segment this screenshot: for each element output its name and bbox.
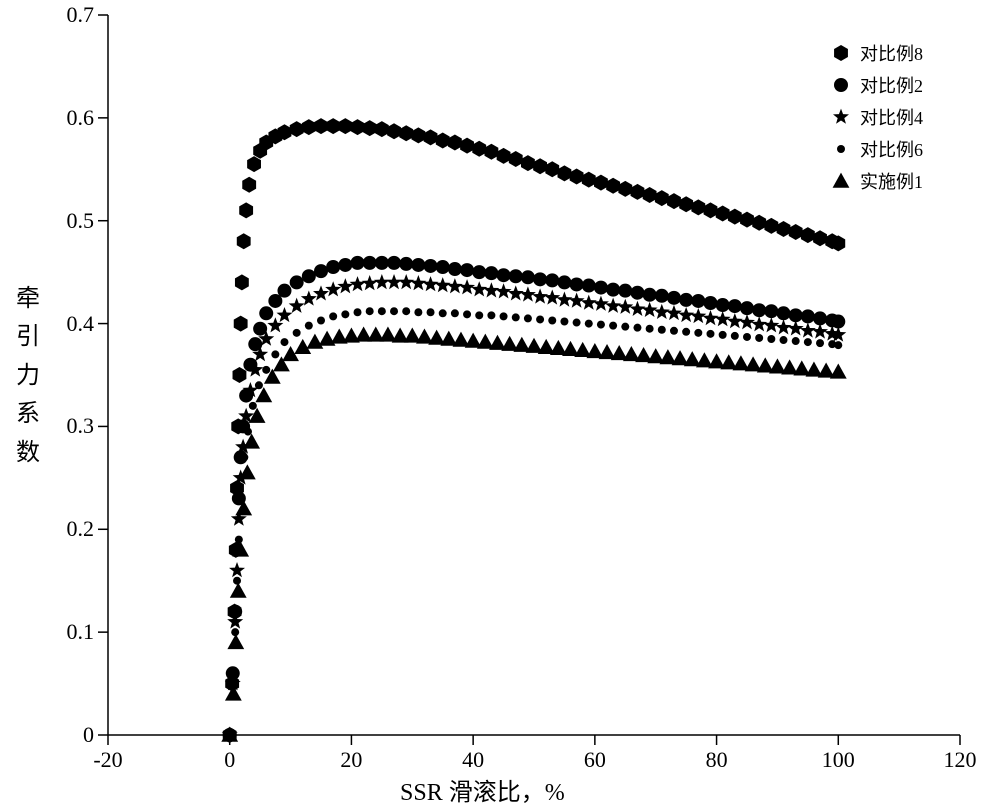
x-tick-label: 80 xyxy=(697,747,737,773)
y-axis-label: 牵引力系数 xyxy=(16,280,40,472)
legend: 对比例8 对比例2 对比例4 对比例6 实施例1 xyxy=(830,40,923,200)
legend-item: 对比例6 xyxy=(830,136,923,162)
y-tick-label: 0.1 xyxy=(67,619,95,645)
x-tick-label: 40 xyxy=(453,747,493,773)
y-tick-label: 0.7 xyxy=(67,2,95,28)
legend-item: 对比例4 xyxy=(830,104,923,130)
legend-label: 对比例8 xyxy=(860,40,923,66)
series-实施例1 xyxy=(221,326,846,741)
circle-icon xyxy=(830,74,852,96)
legend-item: 实施例1 xyxy=(830,168,923,194)
y-tick-label: 0 xyxy=(83,722,94,748)
legend-item: 对比例8 xyxy=(830,40,923,66)
series-对比例2 xyxy=(223,256,846,742)
dot-icon xyxy=(830,138,852,160)
series-对比例8 xyxy=(223,118,845,743)
x-tick-label: 60 xyxy=(575,747,615,773)
triangle-icon xyxy=(830,170,852,192)
y-tick-label: 0.3 xyxy=(67,413,95,439)
chart-container: 牵引力系数 SSR 滑滚比，% 对比例8 对比例2 对比例4 对比例6 实施例1 -20… xyxy=(0,0,1000,812)
hexagon-icon xyxy=(830,42,852,64)
series-对比例6 xyxy=(226,307,843,739)
legend-item: 对比例2 xyxy=(830,72,923,98)
x-tick-label: 100 xyxy=(818,747,858,773)
y-tick-label: 0.4 xyxy=(67,311,95,337)
y-tick-label: 0.6 xyxy=(67,105,95,131)
x-tick-label: 120 xyxy=(940,747,980,773)
x-tick-label: 0 xyxy=(210,747,250,773)
legend-label: 对比例6 xyxy=(860,136,923,162)
x-axis-label: SSR 滑滚比，% xyxy=(400,772,565,807)
x-tick-label: -20 xyxy=(88,747,128,773)
legend-label: 实施例1 xyxy=(860,168,923,194)
legend-label: 对比例2 xyxy=(860,72,923,98)
star-icon xyxy=(830,106,852,128)
y-tick-label: 0.2 xyxy=(67,516,95,542)
x-tick-label: 20 xyxy=(331,747,371,773)
legend-label: 对比例4 xyxy=(860,104,923,130)
y-tick-label: 0.5 xyxy=(67,208,95,234)
